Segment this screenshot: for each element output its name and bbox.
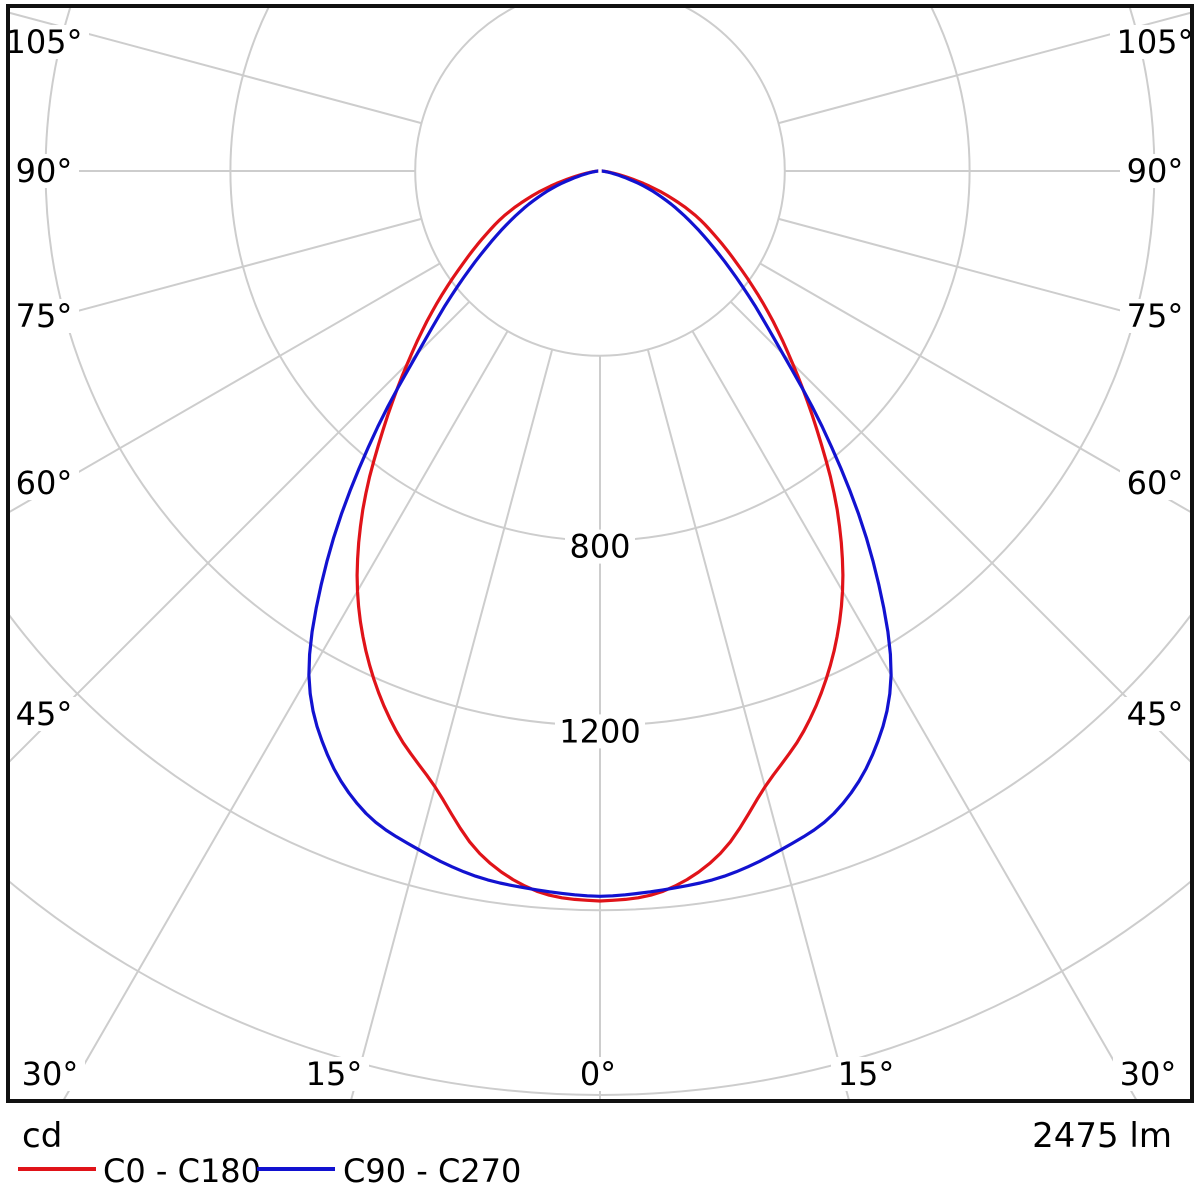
legend-line-c90-c270 <box>257 1167 335 1171</box>
radial-gridline-400 <box>414 8 786 357</box>
angle-gridline--105 <box>10 11 422 125</box>
angle-label-left-75-bg <box>9 299 79 333</box>
radial-label-800: 800 <box>569 528 630 566</box>
angle-gridline-60 <box>759 262 1190 513</box>
angle-label-bottom-4-30: 30° <box>1120 1055 1177 1093</box>
angle-gridline-45 <box>730 301 1190 763</box>
angle-label-bottom-1-15: 15° <box>306 1055 363 1093</box>
angle-label-right-90: 90° <box>1127 152 1184 190</box>
angle-gridline-105 <box>778 11 1190 125</box>
curve-c90-c270 <box>307 169 893 898</box>
angle-label-left-60: 60° <box>16 464 73 502</box>
legend-label-c0-c180: C0 - C180 <box>103 1152 262 1190</box>
angle-gridline--15 <box>350 349 554 1099</box>
angle-label-right-75-bg <box>1120 299 1190 333</box>
radial-label-1200: 1200 <box>559 712 640 750</box>
angle-gridline-75 <box>778 217 1190 331</box>
radial-unit-label: cd <box>22 1116 63 1156</box>
luminous-flux-label: 2475 lm <box>1032 1116 1172 1156</box>
angle-label-left-90-bg <box>9 154 79 188</box>
legend-line-c0-c180 <box>18 1167 96 1171</box>
angle-label-right-105-bg <box>1110 25 1200 59</box>
angle-label-bottom-0-30: 30° <box>22 1055 79 1093</box>
angle-label-bottom-2-0-bg <box>573 1057 623 1091</box>
radial-label-800-bg <box>565 529 635 564</box>
angle-label-left-45: 45° <box>16 695 73 733</box>
chart-labels: 105° 90° 75° 60° 45° 105° 90° 75° 60° 45° 30° 15° 0°… <box>0 23 1200 1093</box>
angle-label-bottom-2-0: 0° <box>580 1055 616 1093</box>
angle-label-right-45: 45° <box>1127 695 1184 733</box>
angle-label-left-105-bg <box>0 25 89 59</box>
angle-label-left-45-bg <box>9 697 79 731</box>
angle-gridline--60 <box>10 262 441 513</box>
angle-label-left-90: 90° <box>16 152 73 190</box>
angle-label-right-60: 60° <box>1127 464 1184 502</box>
angle-label-bottom-0-30-bg <box>15 1057 85 1091</box>
angle-label-bottom-1-15-bg <box>299 1057 369 1091</box>
angle-label-bottom-4-30-bg <box>1113 1057 1183 1091</box>
curve-c0-c180 <box>355 169 845 903</box>
angle-label-bottom-3-15: 15° <box>838 1055 895 1093</box>
legend-label-c90-c270: C90 - C270 <box>343 1152 522 1190</box>
angle-label-right-90-bg <box>1120 154 1190 188</box>
intensity-curves <box>307 169 893 903</box>
angle-label-left-60-bg <box>9 466 79 500</box>
radial-label-1200-bg <box>555 714 645 749</box>
angle-gridline-30 <box>691 330 1137 1099</box>
angle-gridline--45 <box>10 301 470 763</box>
angle-label-right-45-bg <box>1120 697 1190 731</box>
plot-frame <box>6 4 1194 1103</box>
angle-label-right-75: 75° <box>1127 297 1184 335</box>
angle-label-right-60-bg <box>1120 466 1190 500</box>
angle-gridline-15 <box>646 349 850 1099</box>
angle-label-right-105: 105° <box>1116 23 1193 61</box>
angle-label-bottom-3-15-bg <box>831 1057 901 1091</box>
angle-label-left-105: 105° <box>5 23 82 61</box>
angle-label-left-75: 75° <box>16 297 73 335</box>
angle-gridline--75 <box>10 217 422 331</box>
angle-gridline--30 <box>63 330 509 1099</box>
